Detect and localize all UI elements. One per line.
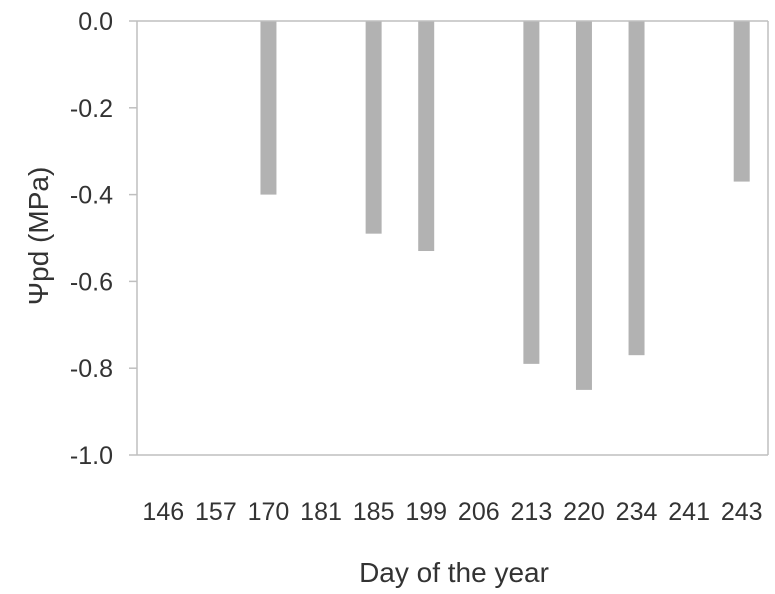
- y-tick-label: -1.0: [70, 442, 113, 470]
- x-tick-label: 157: [195, 498, 237, 526]
- bar-199: [418, 21, 435, 252]
- y-axis-title: Ψpd (MPa): [23, 167, 54, 306]
- x-tick-label: 206: [458, 498, 500, 526]
- bar-243: [733, 21, 750, 182]
- y-tick-labels: 0.0 -0.2 -0.4 -0.6 -0.8 -1.0: [70, 8, 137, 470]
- x-tick-label: 234: [616, 498, 658, 526]
- x-tick-label: 170: [248, 498, 290, 526]
- bar-185: [365, 21, 382, 234]
- axes-group: [136, 20, 769, 456]
- x-tick-label: 213: [511, 498, 553, 526]
- bar-213: [523, 21, 540, 364]
- y-tick-label: -0.6: [70, 268, 113, 296]
- bar-234: [628, 21, 645, 356]
- x-tick-label: 146: [142, 498, 184, 526]
- x-tick-label: 241: [668, 498, 710, 526]
- y-tick-label: -0.2: [70, 95, 113, 123]
- bar-220: [575, 21, 592, 390]
- x-tick-label: 243: [721, 498, 763, 526]
- x-tick-label: 220: [563, 498, 605, 526]
- x-axis-title: Day of the year: [359, 557, 549, 588]
- x-tick-label: 199: [405, 498, 447, 526]
- x-tick-label: 181: [300, 498, 342, 526]
- y-tick-label: -0.8: [70, 355, 113, 383]
- x-tick-label: 185: [353, 498, 395, 526]
- x-tick-labels: 146 157 170 181 185 199 206 213 220 234 241 243: [142, 498, 762, 526]
- y-tick-label: 0.0: [78, 8, 113, 36]
- y-tick-label: -0.4: [70, 182, 113, 210]
- bars-group: [260, 21, 750, 390]
- bar-170: [260, 21, 277, 195]
